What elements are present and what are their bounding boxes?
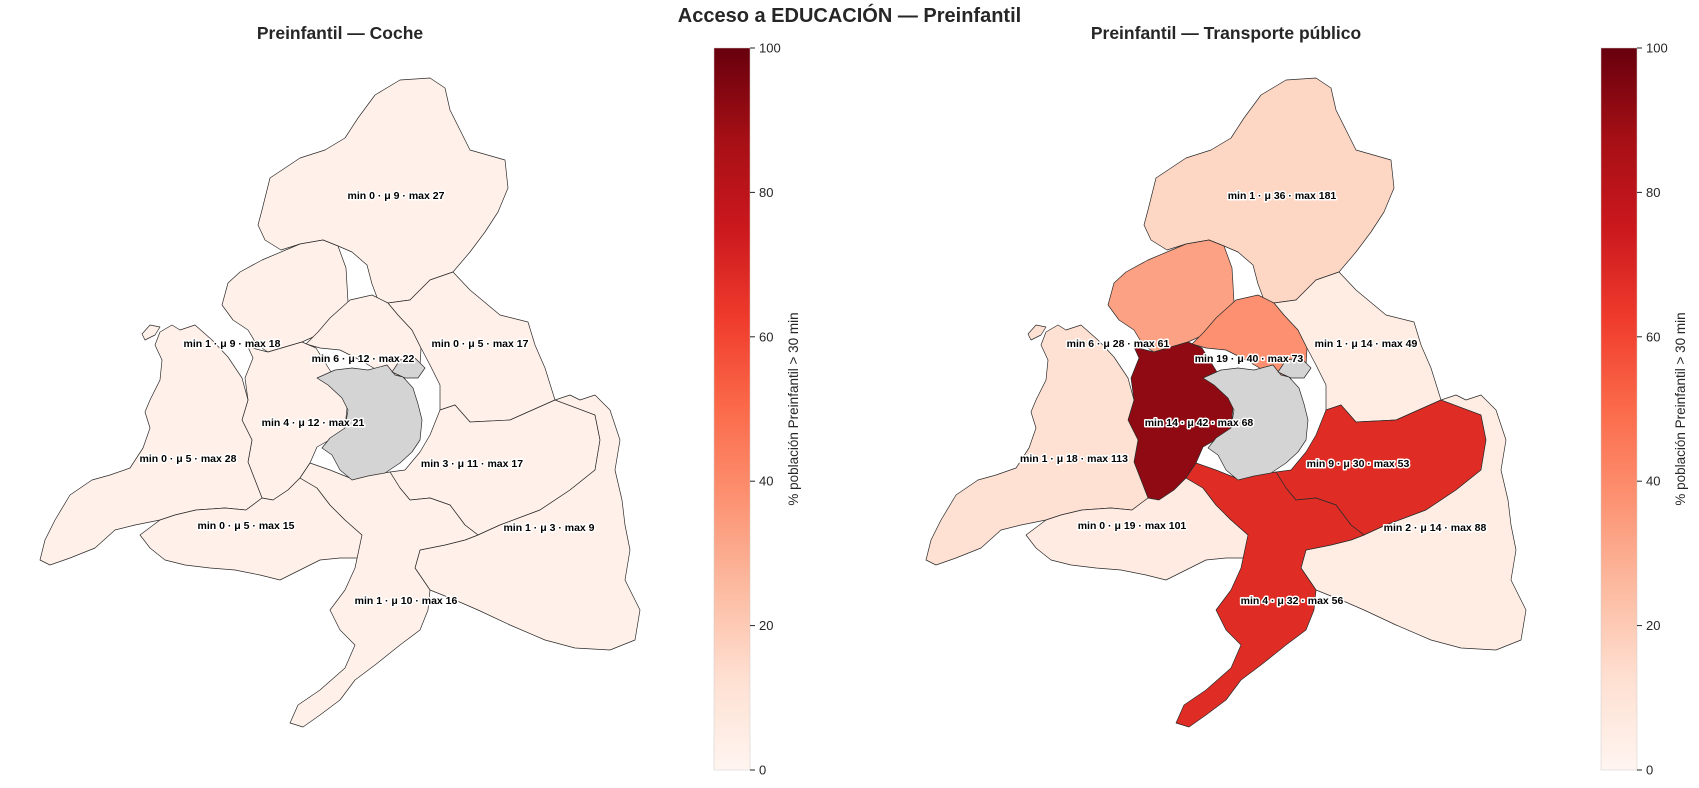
region-label-farEast: min 2 · μ 14 · max 88 — [1384, 522, 1487, 534]
region-capital — [316, 357, 426, 481]
region-farEast — [414, 394, 641, 651]
region-label-northeast: min 0 · μ 5 · max 17 — [432, 338, 529, 350]
region-label-east: min 9 · μ 30 · max 53 — [1307, 458, 1410, 470]
panel-title-car: Preinfantil — Coche — [256, 23, 424, 43]
region-label-northwest: min 1 · μ 9 · max 18 — [184, 338, 281, 350]
region-label-farEast: min 1 · μ 3 · max 9 — [503, 522, 594, 534]
colorbar-car: 0 20 40 60 80 100 % población Preinfantil > 30… — [713, 41, 801, 778]
map-car: min 0 · μ 9 · max 27 min 1 · μ 9 · max 18… — [39, 77, 641, 728]
colorbar-tick-label: 40 — [1646, 474, 1660, 489]
region-south — [289, 462, 479, 728]
colorbar-gradient — [713, 47, 751, 771]
region-capital — [1202, 357, 1312, 481]
region-label-south: min 4 · μ 32 · max 56 — [1241, 595, 1344, 607]
colorbar-tick-label: 60 — [759, 329, 773, 344]
colorbar-tick-label: 0 — [759, 763, 766, 778]
region-label-farwest: min 0 · μ 5 · max 28 — [140, 453, 237, 465]
region-label-north: min 1 · μ 36 · max 181 — [1228, 190, 1337, 202]
region-label-westcenter: min 14 · μ 42 · max 68 — [1145, 417, 1254, 429]
colorbar-tick-label: 40 — [759, 474, 773, 489]
colorbar-tick-label: 100 — [759, 41, 781, 56]
region-label-east: min 3 · μ 11 · max 17 — [421, 458, 523, 470]
colorbar-tick-label: 20 — [759, 618, 773, 633]
region-label-southwest: min 0 · μ 5 · max 15 — [198, 520, 295, 532]
region-farwest — [925, 324, 1149, 566]
region-label-farwest: min 1 · μ 18 · max 113 — [1020, 453, 1128, 465]
region-label-westcenter: min 4 · μ 12 · max 21 — [262, 417, 365, 429]
colorbar-tick-label: 20 — [1646, 618, 1660, 633]
colorbar-label: % población Preinfantil > 30 min — [1673, 312, 1688, 505]
region-label-northwest: min 6 · μ 28 · max 61 — [1067, 338, 1170, 350]
figure-title: Acceso a EDUCACIÓN — Preinfantil — [677, 5, 1022, 27]
region-farwest — [39, 324, 263, 566]
region-label-southwest: min 0 · μ 19 · max 101 — [1078, 520, 1187, 532]
region-south — [1175, 462, 1365, 728]
colorbar-tick-label: 0 — [1646, 763, 1653, 778]
colorbar-tick-label: 100 — [1646, 41, 1668, 56]
region-label-centernorth: min 19 · μ 40 · max 73 — [1195, 353, 1304, 365]
region-farEast — [1300, 394, 1527, 651]
region-label-centernorth: min 6 · μ 12 · max 22 — [312, 353, 415, 365]
region-label-south: min 1 · μ 10 · max 16 — [355, 595, 458, 607]
colorbar-tick-label: 80 — [1646, 185, 1660, 200]
region-label-northeast: min 1 · μ 14 · max 49 — [1315, 338, 1418, 350]
region-label-north: min 0 · μ 9 · max 27 — [348, 190, 445, 202]
colorbar-transit: 0 20 40 60 80 100 % población Preinfantil > 30… — [1600, 41, 1688, 778]
colorbar-tick-label: 60 — [1646, 329, 1660, 344]
colorbar-gradient — [1600, 47, 1638, 771]
colorbar-label: % población Preinfantil > 30 min — [786, 312, 801, 505]
colorbar-tick-label: 80 — [759, 185, 773, 200]
map-transit: min 1 · μ 36 · max 181 min 6 · μ 28 · max… — [925, 77, 1527, 728]
panel-title-transit: Preinfantil — Transporte público — [1090, 23, 1362, 43]
